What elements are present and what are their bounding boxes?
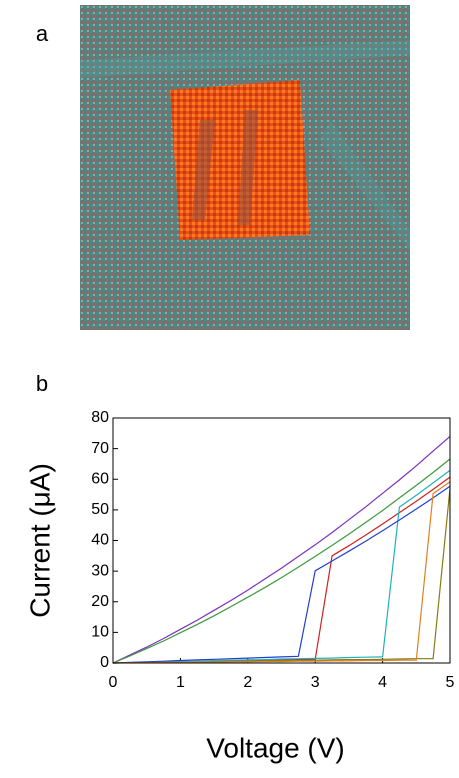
x-tick-label: 5: [446, 674, 455, 691]
x-tick-label: 1: [176, 674, 185, 691]
y-axis-label: Current (μA): [24, 463, 55, 618]
y-tick-label: 30: [91, 562, 109, 579]
x-axis-label: Voltage (V): [206, 732, 345, 763]
iv-curve: [112, 488, 451, 664]
y-tick-label: 60: [91, 470, 109, 487]
panel-label: b: [36, 371, 48, 396]
iv-curve: [112, 435, 451, 664]
panel-label: a: [36, 21, 49, 46]
iv-curve: [112, 469, 451, 664]
x-tick-label: 2: [243, 674, 252, 691]
y-tick-label: 50: [91, 501, 109, 518]
iv-curve: [112, 476, 451, 664]
iv-curve: [112, 458, 451, 664]
y-tick-label: 70: [91, 440, 109, 457]
y-tick-label: 0: [100, 654, 109, 671]
y-tick-label: 80: [91, 409, 109, 426]
plot-frame: [112, 417, 451, 664]
y-tick-label: 40: [91, 532, 109, 549]
iv-curve: [112, 485, 451, 664]
x-tick-label: 4: [378, 674, 387, 691]
x-tick-label: 3: [311, 674, 320, 691]
y-tick-label: 20: [91, 593, 109, 610]
micrograph: [80, 5, 410, 330]
y-tick-label: 10: [91, 624, 109, 641]
iv-curve: [112, 481, 451, 664]
x-tick-label: 0: [109, 674, 118, 691]
